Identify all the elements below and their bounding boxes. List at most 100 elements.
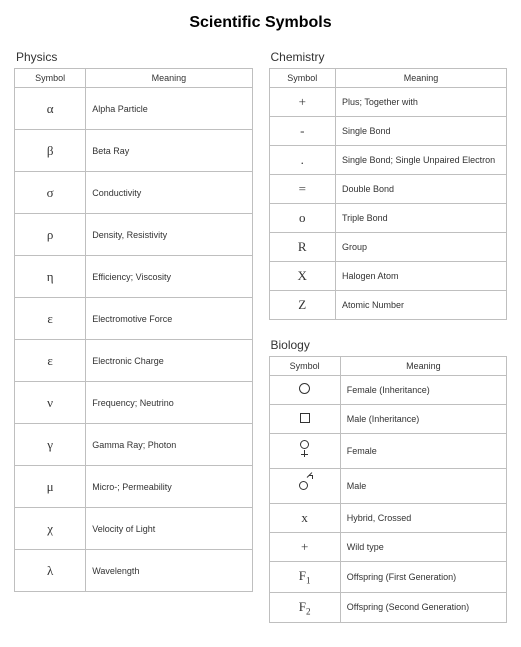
symbol-cell: + bbox=[269, 88, 336, 117]
meaning-cell: Single Bond; Single Unpaired Electron bbox=[336, 146, 507, 175]
columns-layout: Physics Symbol Meaning αAlpha ParticleβB… bbox=[14, 50, 507, 623]
page-title: Scientific Symbols bbox=[14, 14, 507, 32]
symbol-cell bbox=[269, 376, 340, 405]
symbol-cell: ρ bbox=[15, 214, 86, 256]
symbol-cell: ε bbox=[15, 298, 86, 340]
symbol-cell: α bbox=[15, 88, 86, 130]
symbol-cell: ε bbox=[15, 340, 86, 382]
table-row: +Wild type bbox=[269, 533, 507, 562]
meaning-cell: Efficiency; Viscosity bbox=[86, 256, 252, 298]
circle-icon bbox=[299, 383, 310, 394]
table-row: Male bbox=[269, 469, 507, 504]
header-symbol: Symbol bbox=[15, 69, 86, 88]
biology-table: Symbol Meaning Female (Inheritance)Male … bbox=[269, 356, 508, 623]
symbol-cell: γ bbox=[15, 424, 86, 466]
table-row: νFrequency; Neutrino bbox=[15, 382, 253, 424]
symbol-cell: x bbox=[269, 504, 340, 533]
symbol-cell bbox=[269, 469, 340, 504]
symbol-cell: Z bbox=[269, 291, 336, 320]
meaning-cell: Electromotive Force bbox=[86, 298, 252, 340]
table-row: Female bbox=[269, 434, 507, 469]
symbol-cell bbox=[269, 434, 340, 469]
table-row: αAlpha Particle bbox=[15, 88, 253, 130]
male-icon bbox=[298, 475, 312, 493]
header-meaning: Meaning bbox=[86, 69, 252, 88]
meaning-cell: Beta Ray bbox=[86, 130, 252, 172]
symbol-cell: F1 bbox=[269, 562, 340, 593]
meaning-cell: Conductivity bbox=[86, 172, 252, 214]
symbol-cell: μ bbox=[15, 466, 86, 508]
table-row: εElectromotive Force bbox=[15, 298, 253, 340]
symbol-cell: F2 bbox=[269, 592, 340, 623]
chemistry-tbody: +Plus; Together with-Single Bond.Single … bbox=[269, 88, 507, 320]
meaning-cell: Single Bond bbox=[336, 117, 507, 146]
table-row: RGroup bbox=[269, 233, 507, 262]
biology-tbody: Female (Inheritance)Male (Inheritance)Fe… bbox=[269, 376, 507, 623]
meaning-cell: Halogen Atom bbox=[336, 262, 507, 291]
meaning-cell: Female bbox=[340, 434, 506, 469]
meaning-cell: Density, Resistivity bbox=[86, 214, 252, 256]
symbol-cell: + bbox=[269, 533, 340, 562]
table-row: F1Offspring (First Generation) bbox=[269, 562, 507, 593]
meaning-cell: Electronic Charge bbox=[86, 340, 252, 382]
symbol-cell: o bbox=[269, 204, 336, 233]
header-meaning: Meaning bbox=[340, 357, 506, 376]
symbol-cell: = bbox=[269, 175, 336, 204]
symbol-cell: ν bbox=[15, 382, 86, 424]
meaning-cell: Male bbox=[340, 469, 506, 504]
left-column: Physics Symbol Meaning αAlpha ParticleβB… bbox=[14, 50, 253, 592]
table-row: =Double Bond bbox=[269, 175, 507, 204]
meaning-cell: Plus; Together with bbox=[336, 88, 507, 117]
right-column: Chemistry Symbol Meaning +Plus; Together… bbox=[269, 50, 508, 623]
chemistry-title: Chemistry bbox=[271, 50, 508, 64]
table-row: βBeta Ray bbox=[15, 130, 253, 172]
table-header-row: Symbol Meaning bbox=[269, 69, 507, 88]
table-row: λWavelength bbox=[15, 550, 253, 592]
meaning-cell: Gamma Ray; Photon bbox=[86, 424, 252, 466]
table-row: ZAtomic Number bbox=[269, 291, 507, 320]
table-header-row: Symbol Meaning bbox=[15, 69, 253, 88]
physics-title: Physics bbox=[16, 50, 253, 64]
symbol-cell: σ bbox=[15, 172, 86, 214]
table-row: Male (Inheritance) bbox=[269, 405, 507, 434]
meaning-cell: Atomic Number bbox=[336, 291, 507, 320]
table-row: .Single Bond; Single Unpaired Electron bbox=[269, 146, 507, 175]
meaning-cell: Double Bond bbox=[336, 175, 507, 204]
meaning-cell: Alpha Particle bbox=[86, 88, 252, 130]
table-row: F2Offspring (Second Generation) bbox=[269, 592, 507, 623]
symbol-cell: β bbox=[15, 130, 86, 172]
table-row: -Single Bond bbox=[269, 117, 507, 146]
meaning-cell: Hybrid, Crossed bbox=[340, 504, 506, 533]
table-row: ηEfficiency; Viscosity bbox=[15, 256, 253, 298]
chemistry-section: Chemistry Symbol Meaning +Plus; Together… bbox=[269, 50, 508, 320]
meaning-cell: Triple Bond bbox=[336, 204, 507, 233]
table-row: +Plus; Together with bbox=[269, 88, 507, 117]
table-row: xHybrid, Crossed bbox=[269, 504, 507, 533]
symbol-cell: λ bbox=[15, 550, 86, 592]
table-row: γGamma Ray; Photon bbox=[15, 424, 253, 466]
meaning-cell: Micro-; Permeability bbox=[86, 466, 252, 508]
physics-tbody: αAlpha ParticleβBeta RayσConductivityρDe… bbox=[15, 88, 253, 592]
meaning-cell: Wild type bbox=[340, 533, 506, 562]
table-row: oTriple Bond bbox=[269, 204, 507, 233]
meaning-cell: Wavelength bbox=[86, 550, 252, 592]
female-icon bbox=[298, 440, 312, 458]
physics-section: Physics Symbol Meaning αAlpha ParticleβB… bbox=[14, 50, 253, 592]
header-meaning: Meaning bbox=[336, 69, 507, 88]
physics-table: Symbol Meaning αAlpha ParticleβBeta Rayσ… bbox=[14, 68, 253, 592]
biology-title: Biology bbox=[271, 338, 508, 352]
table-row: εElectronic Charge bbox=[15, 340, 253, 382]
meaning-cell: Frequency; Neutrino bbox=[86, 382, 252, 424]
table-row: ρDensity, Resistivity bbox=[15, 214, 253, 256]
chemistry-table: Symbol Meaning +Plus; Together with-Sing… bbox=[269, 68, 508, 320]
table-row: σConductivity bbox=[15, 172, 253, 214]
meaning-cell: Offspring (First Generation) bbox=[340, 562, 506, 593]
meaning-cell: Group bbox=[336, 233, 507, 262]
table-row: XHalogen Atom bbox=[269, 262, 507, 291]
symbol-cell: R bbox=[269, 233, 336, 262]
meaning-cell: Velocity of Light bbox=[86, 508, 252, 550]
table-row: μMicro-; Permeability bbox=[15, 466, 253, 508]
table-row: χVelocity of Light bbox=[15, 508, 253, 550]
meaning-cell: Female (Inheritance) bbox=[340, 376, 506, 405]
symbol-cell: η bbox=[15, 256, 86, 298]
